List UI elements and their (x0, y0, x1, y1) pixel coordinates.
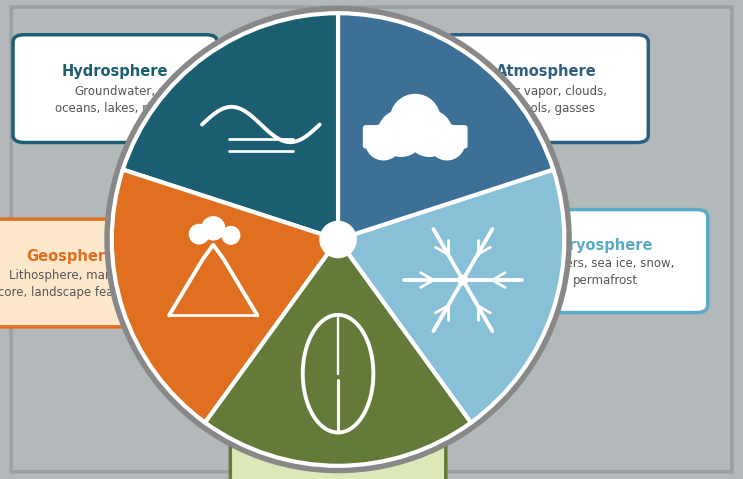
Text: Plants, animals, humans,
all organic matter: Plants, animals, humans, all organic mat… (264, 432, 412, 462)
Text: Biosphere: Biosphere (296, 412, 380, 427)
FancyBboxPatch shape (230, 384, 446, 479)
Text: Geosphere: Geosphere (26, 249, 115, 264)
Wedge shape (111, 170, 338, 422)
Circle shape (378, 110, 424, 156)
FancyBboxPatch shape (444, 35, 648, 143)
Circle shape (429, 125, 464, 160)
FancyBboxPatch shape (503, 210, 707, 313)
Text: Lithosphere, mantle,
core, landscape features: Lithosphere, mantle, core, landscape fea… (0, 269, 143, 299)
FancyBboxPatch shape (11, 7, 732, 472)
Text: Atmosphere: Atmosphere (496, 64, 597, 80)
Circle shape (222, 227, 240, 244)
Circle shape (406, 110, 452, 156)
Text: Groundwater,
oceans, lakes, rivers: Groundwater, oceans, lakes, rivers (55, 85, 175, 115)
FancyBboxPatch shape (363, 126, 467, 148)
Wedge shape (338, 13, 554, 240)
Wedge shape (123, 13, 338, 240)
Circle shape (366, 125, 401, 160)
FancyBboxPatch shape (0, 219, 173, 327)
Text: Cryosphere: Cryosphere (558, 238, 653, 252)
Circle shape (458, 275, 467, 285)
Circle shape (202, 217, 224, 240)
FancyBboxPatch shape (13, 35, 218, 143)
Circle shape (189, 225, 209, 244)
Text: Glaciers, sea ice, snow,
permafrost: Glaciers, sea ice, snow, permafrost (536, 257, 675, 287)
Text: Water vapor, clouds,
aerosols, gasses: Water vapor, clouds, aerosols, gasses (485, 85, 607, 115)
Wedge shape (338, 170, 565, 422)
Circle shape (105, 6, 571, 473)
Circle shape (320, 221, 356, 258)
Wedge shape (205, 240, 471, 466)
Text: Hydrosphere: Hydrosphere (62, 64, 169, 80)
Circle shape (391, 94, 440, 144)
